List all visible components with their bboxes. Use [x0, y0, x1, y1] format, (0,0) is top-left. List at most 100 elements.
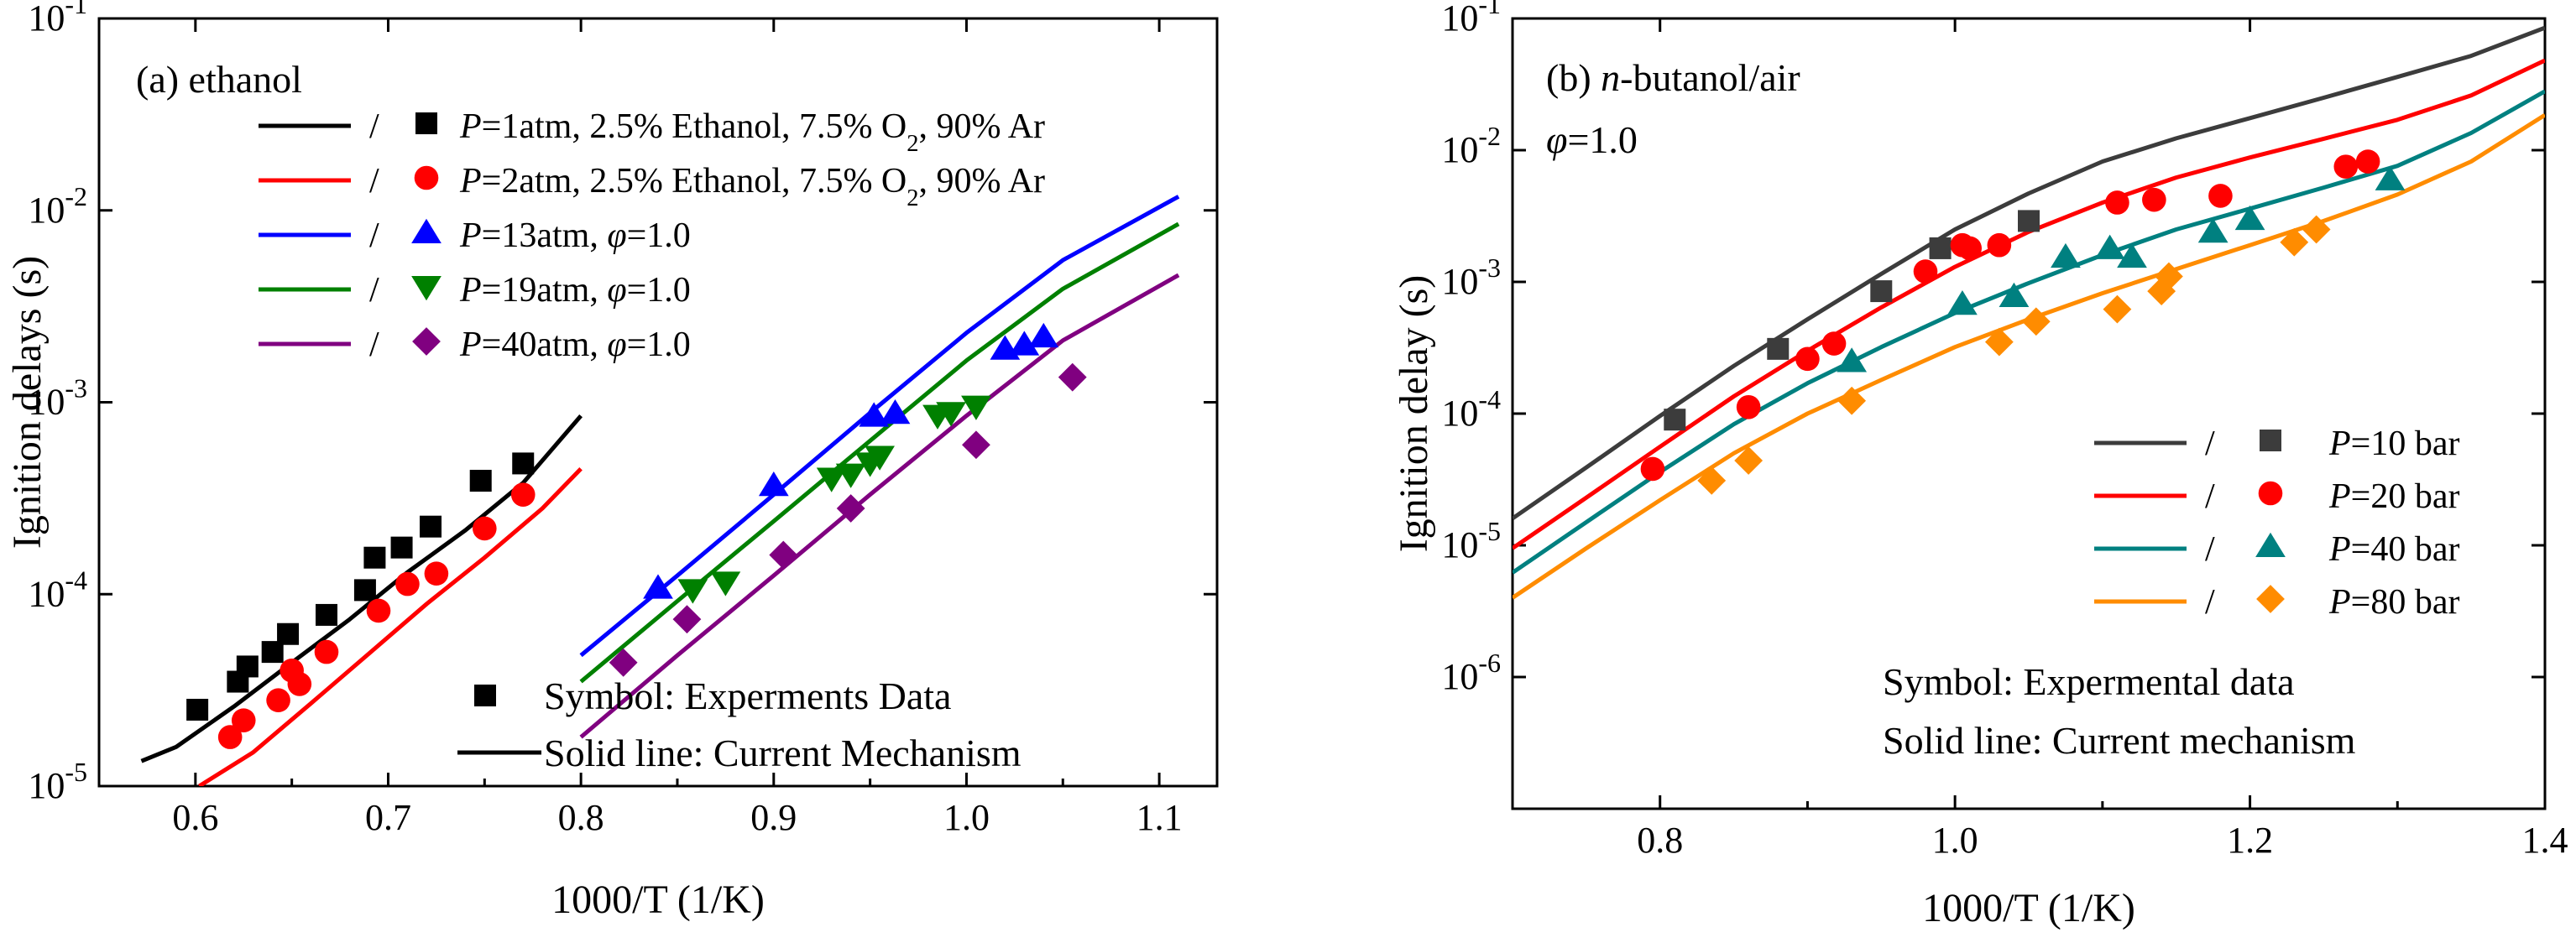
legend-slash-a-4: / — [369, 326, 379, 364]
y-axis-title-b: Ignition delay (s) — [1392, 275, 1436, 553]
data-point-a-2 — [880, 398, 911, 425]
data-point-b-2 — [1947, 290, 1978, 315]
y-tick-label-a: 10-2 — [28, 181, 87, 231]
data-point-a-0 — [390, 536, 413, 559]
x-tick-label-a: 1.1 — [1136, 797, 1183, 838]
y-tick-label-a: 10-3 — [28, 373, 87, 423]
panel-a-ethanol: 0.6 0.7 0.8 0.9 1.0 1.1 10-5 10-4 10-3 10-2 10-1 Ig… — [5, 0, 1219, 922]
data-point-a-1 — [266, 688, 290, 713]
data-point-b-3 — [1734, 446, 1763, 475]
y-axis-title-a: Ignition delays (s) — [5, 256, 50, 549]
data-point-b-1 — [2105, 190, 2129, 215]
data-point-a-0 — [469, 470, 492, 492]
data-point-a-1 — [217, 725, 243, 749]
note-line-a: Solid line: Current Mechanism — [544, 732, 1022, 774]
data-point-b-1 — [1736, 394, 1761, 419]
data-point-b-1 — [1640, 456, 1665, 482]
x-tick-label-a: 0.7 — [365, 797, 411, 838]
data-point-b-1 — [2355, 149, 2380, 174]
data-point-a-3 — [816, 467, 847, 492]
legend-marker-b-0 — [2260, 430, 2281, 451]
legend-label-b-1: P=20 bar — [2328, 477, 2459, 516]
y-tick-label-a: 10-5 — [28, 757, 87, 806]
legend-label-a-4: P=40atm, φ=1.0 — [459, 326, 691, 364]
data-point-b-0 — [1664, 409, 1686, 431]
legend-marker-b-3 — [2256, 585, 2285, 613]
data-point-a-3 — [677, 579, 708, 604]
legend-marker-a-0 — [415, 112, 437, 134]
data-point-a-4 — [962, 430, 990, 460]
data-point-a-3 — [865, 445, 895, 471]
data-point-b-1 — [1821, 331, 1847, 356]
data-point-b-2 — [2051, 242, 2081, 268]
legend-slash-a-0: / — [369, 107, 379, 146]
legend-marker-b-2 — [2255, 532, 2286, 557]
data-point-a-0 — [186, 698, 209, 721]
legend-label-a-1: P=2atm, 2.5% Ethanol, 7.5% O2, 90% Ar — [459, 162, 1045, 211]
legend-marker-b-1 — [2258, 481, 2283, 506]
data-point-a-1 — [231, 708, 256, 732]
data-point-a-4 — [769, 540, 798, 570]
data-layer-b — [1513, 25, 2545, 600]
data-point-b-2 — [2197, 218, 2229, 243]
series-line-b-1 — [1513, 58, 2545, 550]
data-point-b-3 — [2103, 294, 2132, 324]
data-point-a-1 — [473, 516, 497, 541]
data-point-b-0 — [1767, 337, 1790, 360]
data-point-b-3 — [1697, 466, 1727, 495]
data-point-b-3 — [1984, 327, 2014, 357]
data-point-b-3 — [2155, 262, 2183, 291]
series-line-a-4 — [579, 273, 1180, 739]
data-point-a-2 — [758, 471, 789, 497]
data-point-b-3 — [2280, 227, 2309, 257]
legend-slash-a-1: / — [369, 162, 379, 201]
data-point-b-3 — [2302, 215, 2331, 244]
series-line-a-0 — [140, 414, 583, 763]
data-point-a-0 — [277, 622, 300, 645]
data-point-a-4 — [672, 605, 702, 634]
series-line-a-3 — [579, 221, 1180, 684]
legend-slash-a-2: / — [369, 216, 379, 255]
legend-label-b-3: P=80 bar — [2328, 583, 2459, 622]
data-point-a-1 — [287, 672, 312, 696]
data-point-a-0 — [353, 579, 376, 602]
data-point-b-0 — [2018, 210, 2040, 232]
data-point-a-1 — [366, 598, 391, 623]
legend-marker-a-1 — [414, 165, 439, 190]
legend-label-a-3: P=19atm, φ=1.0 — [459, 271, 691, 310]
data-point-b-2 — [2234, 205, 2265, 231]
data-point-a-1 — [314, 639, 339, 664]
data-point-a-1 — [424, 561, 449, 586]
data-point-a-1 — [510, 482, 536, 507]
x-axis-title-b: 1000/T (1/K) — [1922, 886, 2135, 930]
data-point-a-2 — [1009, 331, 1040, 356]
data-point-a-2 — [643, 574, 673, 599]
x-axis-title-a: 1000/T (1/K) — [551, 878, 765, 922]
panel-title-b: (b) n-butanol/air — [1546, 56, 1800, 99]
data-point-a-0 — [420, 515, 442, 538]
legend-label-b-0: P=10 bar — [2328, 425, 2459, 463]
data-point-a-0 — [236, 655, 259, 678]
legend-slash-b-2: / — [2205, 530, 2215, 569]
note-symbol-a: Symbol: Experments Data — [544, 675, 951, 717]
data-point-b-2 — [2117, 242, 2147, 268]
legend-slash-b-1: / — [2205, 477, 2215, 516]
x-tick-label-a: 0.9 — [750, 797, 797, 838]
x-tick-label-b: 1.4 — [2522, 820, 2568, 861]
series-line-b-0 — [1513, 25, 2545, 521]
data-point-b-2 — [1837, 347, 1868, 372]
data-point-b-1 — [1795, 346, 1820, 372]
data-point-a-3 — [936, 402, 966, 427]
data-point-a-0 — [512, 452, 535, 475]
x-tick-label-b: 1.0 — [1932, 820, 1978, 861]
data-point-b-1 — [1957, 236, 1983, 261]
panel-title-a: (a) ethanol — [136, 58, 302, 101]
x-tick-label-b: 1.2 — [2227, 820, 2273, 861]
data-point-b-1 — [2208, 184, 2233, 208]
legend-marker-a-2 — [411, 218, 442, 243]
panel-subtitle-b: φ=1.0 — [1546, 118, 1638, 161]
legend-label-a-2: P=13atm, φ=1.0 — [459, 216, 691, 255]
y-tick-label-a: 10-4 — [28, 565, 87, 614]
data-point-b-1 — [1913, 259, 1938, 284]
